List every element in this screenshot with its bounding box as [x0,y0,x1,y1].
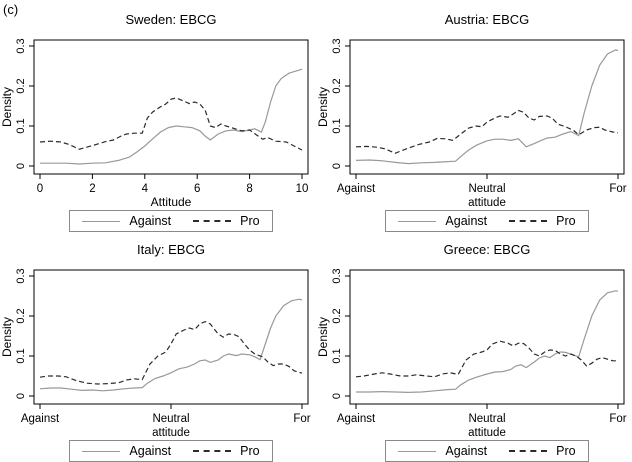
svg-text:Attitude: Attitude [151,195,192,209]
svg-text:0.2: 0.2 [15,308,27,323]
against-line-sample [82,450,121,452]
panel-title-sweden: Sweden: EBCG [125,12,217,27]
svg-text:0.2: 0.2 [15,78,27,93]
svg-text:attitude: attitude [152,427,190,439]
panel-greece: Greece: EBCG 0 0.1 0.2 0.3 Against Neutral att… [316,234,632,462]
svg-text:For: For [609,413,626,425]
svg-text:0: 0 [15,163,27,169]
panel-italy: Italy: EBCG 0 0.1 0.2 0.3 Against Neutral atti… [0,234,316,462]
greece-density-chart: 0 0.1 0.2 0.3 Against Neutral attitude For Densi… [316,268,627,439]
svg-text:0.2: 0.2 [331,308,343,323]
legend-label-pro: Pro [556,214,576,228]
legend-row: Against Pro [316,210,632,232]
svg-text:Neutral: Neutral [468,183,505,195]
svg-text:6: 6 [194,183,200,195]
legend-label-against: Against [129,214,172,228]
against-line-sample [398,450,437,452]
legend-label-against: Against [445,214,488,228]
panel-austria: Austria: EBCG 0 0.1 0.2 0.3 Against Neutral at… [316,4,632,232]
svg-text:0.3: 0.3 [15,38,27,53]
svg-text:0.1: 0.1 [331,118,343,133]
svg-text:Neutral: Neutral [468,413,505,425]
svg-text:0.1: 0.1 [15,118,27,133]
svg-text:0.2: 0.2 [331,78,343,93]
svg-text:0: 0 [15,393,27,399]
pro-line-sample [509,450,548,452]
legend-label-against: Against [445,444,488,458]
svg-text:0.3: 0.3 [15,268,27,283]
legend-label-against: Against [129,444,172,458]
svg-text:Against: Against [21,413,60,425]
svg-text:attitude: attitude [468,427,506,439]
legend-label-pro: Pro [240,214,260,228]
svg-text:Density: Density [316,317,330,357]
panel-sweden: Sweden: EBCG 0 0.1 0.2 0.3 0 2 4 6 8 10 Attitude De… [0,4,316,232]
svg-text:For: For [609,183,626,195]
italy-density-chart: 0 0.1 0.2 0.3 Against Neutral attitude For Densi… [0,268,311,439]
sweden-density-chart: 0 0.1 0.2 0.3 0 2 4 6 8 10 Attitude Density [0,38,309,209]
austria-density-chart: 0 0.1 0.2 0.3 Against Neutral attitude For Densi… [316,38,627,209]
svg-text:8: 8 [246,183,252,195]
pro-line-sample [193,220,232,222]
pro-line-sample [509,220,548,222]
legend-label-pro: Pro [240,444,260,458]
svg-text:Against: Against [337,183,376,195]
against-line-sample [398,220,437,222]
panel-title-austria: Austria: EBCG [444,12,530,27]
legend-greece: Against Pro [385,440,589,462]
svg-text:0: 0 [331,163,343,169]
legend-row: Against Pro [316,440,632,462]
against-line-sample [82,220,121,222]
svg-text:Density: Density [0,317,14,357]
legend-label-pro: Pro [556,444,576,458]
panel-title-greece: Greece: EBCG [443,242,531,257]
svg-text:attitude: attitude [468,197,506,209]
legend-sweden: Against Pro [69,210,273,232]
svg-text:0.1: 0.1 [331,348,343,363]
svg-text:0.3: 0.3 [331,268,343,283]
figure-label: (c) [3,2,19,17]
svg-text:2: 2 [89,183,95,195]
svg-text:Density: Density [0,87,14,127]
svg-text:10: 10 [296,183,309,195]
svg-text:Against: Against [337,413,376,425]
svg-text:4: 4 [142,183,149,195]
legend-italy: Against Pro [69,440,273,462]
svg-text:Density: Density [316,87,330,127]
svg-text:Neutral: Neutral [152,413,189,425]
svg-text:0: 0 [37,183,43,195]
legend-row: Against Pro [0,440,316,462]
svg-text:0: 0 [331,393,343,399]
panel-title-italy: Italy: EBCG [137,242,205,257]
legend-austria: Against Pro [385,210,589,232]
legend-row: Against Pro [0,210,316,232]
svg-text:For: For [293,413,310,425]
svg-text:0.1: 0.1 [15,348,27,363]
pro-line-sample [193,450,232,452]
svg-text:0.3: 0.3 [331,38,343,53]
